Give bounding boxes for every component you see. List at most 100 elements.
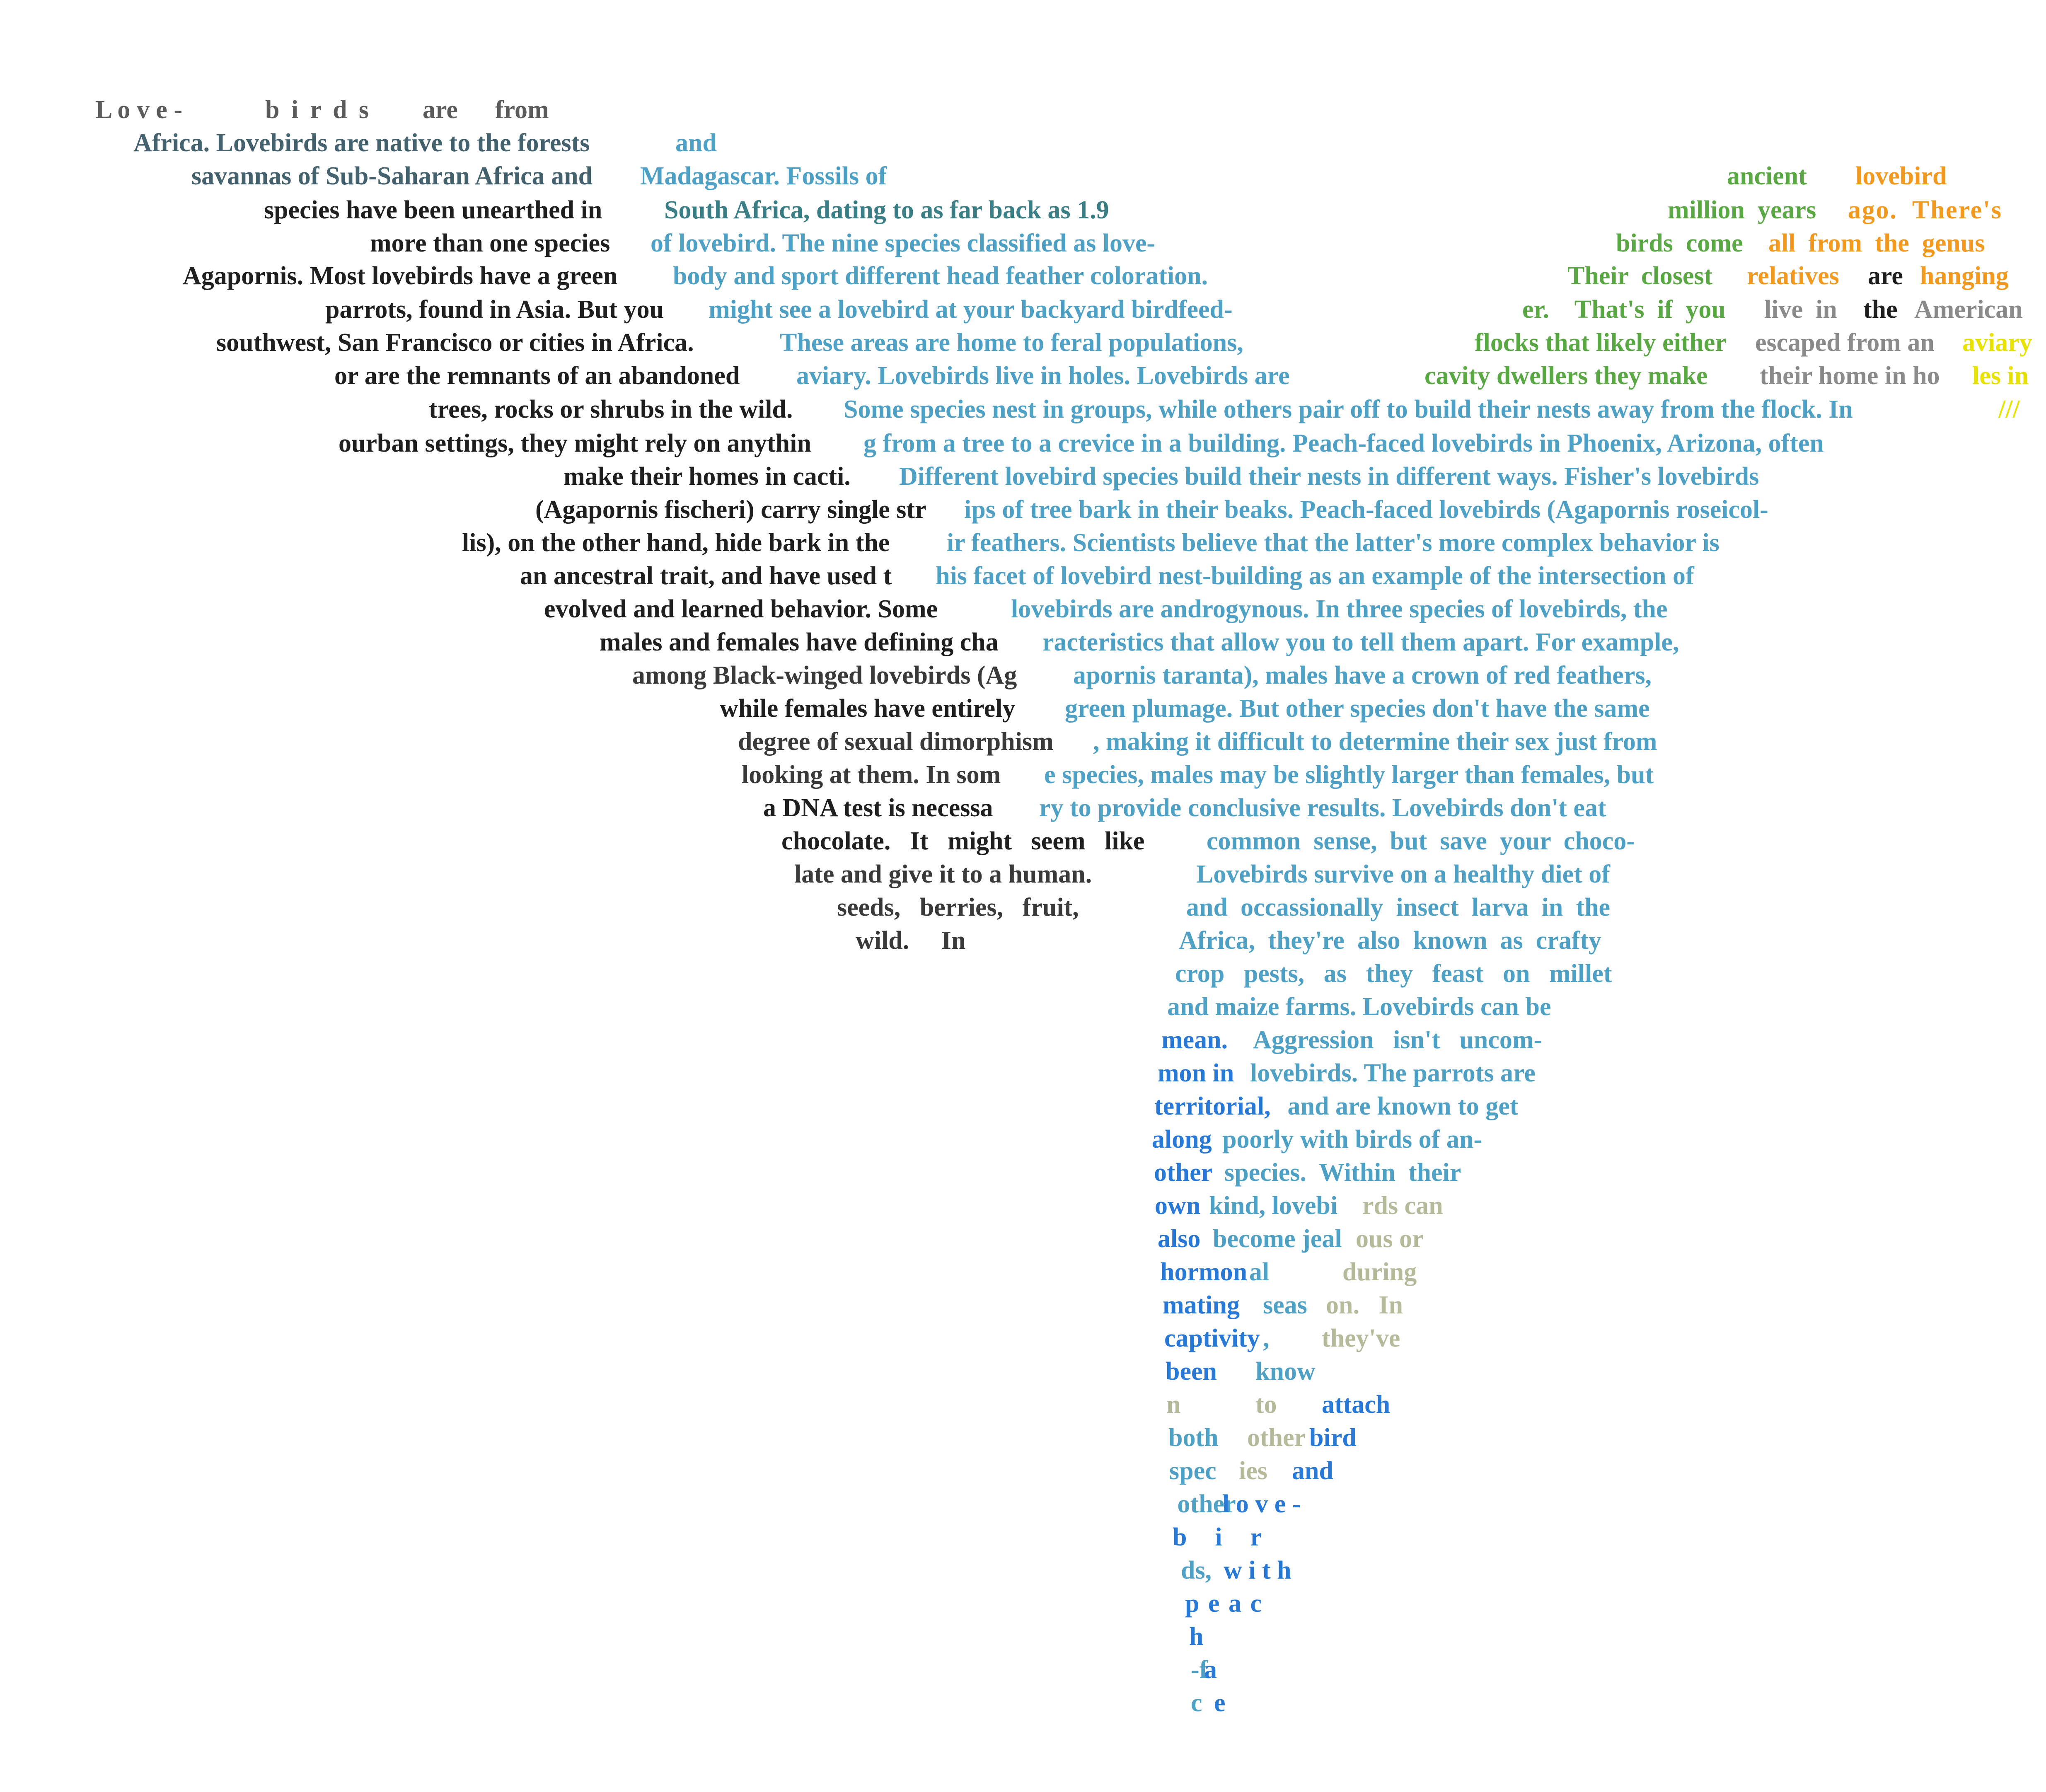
text-fragment-23-hanging: hanging [1920,262,2009,290]
text-fragment-46-different-lovebird-speci: Different lovebird species build their n… [899,462,1759,491]
text-fragment-19-body-and-sport-different: body and sport different head feather co… [673,262,1208,290]
text-fragment-89-rds-can: rds can [1362,1192,1443,1220]
text-fragment-94-al: al [1249,1258,1269,1286]
text-fragment-68-common-sense-but-save-yo: common sense, but save your choco- [1207,827,1635,855]
text-fragment-67-chocolate-it-might-seem-: chocolate. It might seem like [781,827,1144,855]
text-fragment-71-seeds-berries-fruit: seeds, berries, fruit, [837,893,1079,921]
text-fragment-1-b-i-r-d-s: b i r d s [265,96,369,124]
text-fragment-85-other: other [1154,1158,1219,1187]
text-fragment-43-ourban-settings-they-mig: ourban settings, they might rely on anyt… [339,429,811,457]
text-fragment-117-w-i-t-h: w i t h [1224,1556,1291,1584]
text-fragment-49-lis-on-the-other-hand-hi: lis), on the other hand, hide bark in th… [462,529,890,557]
text-fragment-60-green-plumage-but-other-: green plumage. But other species don't h… [1065,694,1650,723]
text-fragment-18-agapornis-most-lovebirds: Agapornis. Most lovebirds have a green [183,262,624,290]
text-fragment-119-h: h [1189,1623,1203,1651]
text-fragment-122-c: c [1191,1689,1202,1717]
text-fragment-15-of-lovebird-the-nine-spe: of lovebird. The nine species classified… [651,229,1155,257]
text-fragment-69-late-and-give-it-to-a-hu: late and give it to a human. [794,860,1092,888]
text-fragment-47-agapornis-fischeri-carry: (Agapornis fischeri) carry single str [535,496,926,524]
text-fragment-10-species-have-been-uneart: species have been unearthed in [264,196,609,224]
text-fragment-24-parrots-found-in-asia-bu: parrots, found in Asia. But you [325,295,670,324]
text-fragment-62-making-it-difficult-to-d: , making it difficult to determine their… [1093,728,1657,756]
text-fragment-104-n: n [1166,1391,1180,1419]
text-fragment-2-are: are [423,96,458,124]
text-fragment-38-their-home-in-ho: their home in ho [1760,362,1940,390]
text-fragment-7-madagascar-fossils-of: Madagascar. Fossils of [640,162,888,190]
text-fragment-92-ous-or: ous or [1356,1225,1424,1253]
text-fragment-110-spec: spec [1169,1457,1216,1485]
text-fragment-25-might-see-a-lovebird-at-: might see a lovebird at your backyard bi… [709,295,1233,324]
text-fragment-120-f: -f [1191,1656,1209,1684]
text-fragment-55-males-and-females-have-d: males and females have defining cha [600,628,999,656]
text-fragment-72-and-occassionally-insect: and occassionally insect larva in the [1186,893,1610,921]
text-fragment-65-a-dna-test-is-necessa: a DNA test is necessa [763,794,993,822]
text-fragment-42-mark: /// [1998,395,2020,423]
text-fragment-105-to: to [1255,1391,1277,1419]
text-fragment-100-mark: , [1263,1324,1270,1352]
text-fragment-64-e-species-males-may-be-s: e species, males may be slightly larger … [1044,761,1654,789]
text-fragment-41-some-species-nest-in-gro: Some species nest in groups, while other… [844,395,1853,423]
text-fragment-33-escaped-from-an: escaped from an [1755,329,1941,357]
text-fragment-111-ies: ies [1239,1457,1267,1485]
text-fragment-82-and-are-known-to-get: and are known to get [1281,1092,1519,1120]
text-fragment-27-live-in: live in [1764,295,1843,324]
text-fragment-26-er-that-s-if-you: er. That's if you [1522,295,1732,324]
text-fragment-121-a: a [1204,1656,1217,1684]
text-fragment-51-an-ancestral-trait-and-h: an ancestral trait, and have used t [520,562,892,590]
text-fragment-115-bir: bir [1173,1523,1262,1551]
text-fragment-9-lovebird: lovebird [1855,162,1947,190]
text-fragment-8-ancient: ancient [1727,162,1807,190]
text-fragment-30-southwest-san-francisco-: southwest, San Francisco or cities in Af… [216,329,700,357]
text-fragment-40-trees-rocks-or-shrubs-in: trees, rocks or shrubs in the wild. [429,395,799,423]
text-fragment-97-seas: seas [1263,1291,1307,1319]
text-fragment-61-degree-of-sexual-dimorph: degree of sexual dimorphism [738,728,1054,756]
text-fragment-108-other: other [1247,1424,1306,1452]
text-fragment-48-ips-of-tree-bark-in-thei: ips of tree bark in their beaks. Peach-f… [964,496,1768,524]
text-fragment-123-e: e [1214,1689,1226,1717]
text-fragment-102-been: been [1166,1357,1217,1386]
text-fragment-59-while-females-have-entir: while females have entirely [720,694,1022,723]
text-fragment-6-savannas-of-sub-saharan-: savannas of Sub-Saharan Africa and [191,162,599,190]
text-fragment-79-mon-in: mon in [1158,1059,1241,1087]
text-fragment-37-cavity-dwellers-they-mak: cavity dwellers they make [1424,362,1714,390]
text-fragment-0-l-o-v-e: L o v e - [95,96,182,124]
text-fragment-95-during: during [1342,1258,1417,1286]
text-fragment-76-and-maize-farms-lovebird: and maize farms. Lovebirds can be [1167,993,1551,1021]
text-fragment-50-ir-feathers-scientists-b: ir feathers. Scientists believe that the… [947,529,1720,557]
text-fragment-77-mean: mean. [1161,1026,1228,1054]
text-fragment-114-l-o-v-e: l o v e - [1222,1490,1301,1518]
text-fragment-16-birds-come: birds come [1616,229,1749,257]
text-fragment-11-south-africa-dating-to-a: South Africa, dating to as far back as 1… [664,196,1109,224]
text-fragment-101-they-ve: they've [1322,1324,1400,1352]
text-fragment-35-or-are-the-remnants-of-a: or are the remnants of an abandoned [334,362,746,390]
text-fragment-4-africa-lovebirds-are-nat: Africa. Lovebirds are native to the fore… [133,129,596,157]
text-fragment-99-captivity: captivity [1164,1324,1260,1352]
text-fragment-83-along: along [1152,1125,1218,1154]
text-fragment-98-on-in: on. In [1326,1291,1403,1319]
text-fragment-28-the: the [1863,295,1904,324]
text-fragment-87-own: own [1155,1192,1207,1220]
text-fragment-57-among-black-winged-loveb: among Black-winged lovebirds (Ag [632,661,1017,689]
text-fragment-118-peac: peac [1185,1589,1262,1618]
text-art-body: L o v e - b i r d s are from Africa. Lovebir… [95,96,2032,1717]
text-fragment-103-know: know [1255,1357,1316,1386]
text-fragment-54-lovebirds-are-androgynou: lovebirds are androgynous. In three spec… [1011,595,1668,623]
text-fragment-56-racteristics-that-allow-: racteristics that allow you to tell them… [1042,628,1679,656]
text-fragment-12-million-years: million years [1668,196,1823,224]
text-fragment-116-ds: ds, [1181,1556,1212,1584]
text-fragment-80-lovebirds-the-parrots-ar: lovebirds. The parrots are [1250,1059,1536,1087]
text-fragment-93-hormon: hormon [1160,1258,1247,1286]
text-fragment-31-these-areas-are-home-to-: These areas are home to feral population… [780,329,1243,357]
text-fragment-88-kind-lovebi: kind, lovebi [1209,1192,1337,1220]
text-fragment-112-and: and [1292,1457,1333,1485]
text-fragment-73-wild-in: wild. In [856,926,965,955]
text-fragment-96-mating: mating [1163,1291,1240,1319]
text-fragment-91-become-jeal: become jeal [1213,1225,1342,1253]
text-fragment-109-bird: bird [1309,1424,1357,1452]
text-fragment-3-from: from [495,96,549,124]
text-fragment-74-africa-they-re-also-know: Africa, they're also known as crafty [1179,926,1601,955]
text-fragment-14-more-than-one-species: more than one species [370,229,617,257]
text-fragment-17-all-from-the-genus: all from the genus [1768,229,1985,257]
text-fragment-75-crop-pests-as-they-feast: crop pests, as they feast on millet [1175,960,1612,988]
text-fragment-5-and: and [675,129,717,157]
